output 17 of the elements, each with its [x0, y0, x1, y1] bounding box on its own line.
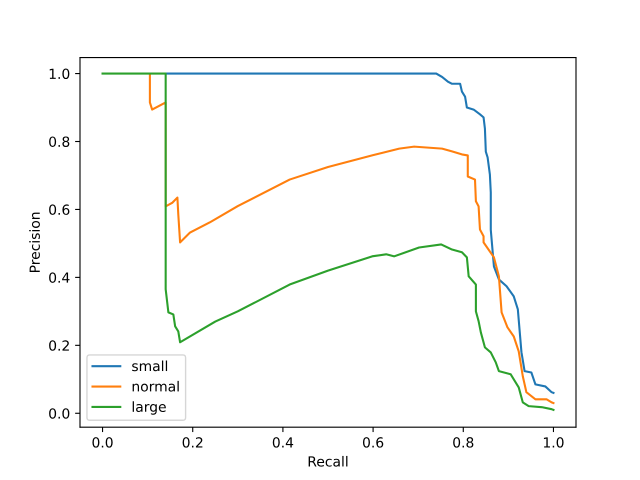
legend-label: small: [132, 360, 168, 372]
x-tick-label: 0.8: [453, 437, 474, 448]
x-tick-label: 1.0: [544, 437, 564, 448]
y-tick-label: 0.2: [49, 340, 69, 351]
y-tick-label: 1.0: [50, 68, 70, 80]
x-tick-label: 0.0: [92, 437, 113, 448]
legend-label: normal: [132, 380, 179, 392]
x-tick-label: 0.6: [362, 437, 384, 448]
y-tick-label: 0.8: [49, 136, 70, 147]
x-tick-label: 0.2: [182, 437, 202, 448]
legend-label: large: [132, 401, 166, 415]
y-tick-label: 0.6: [49, 204, 70, 215]
x-tick-label: 0.4: [272, 437, 294, 448]
y-axis-title: Precision: [29, 212, 40, 272]
x-axis-title: Recall: [308, 456, 348, 467]
y-tick-label: 0.4: [49, 272, 70, 283]
y-tick-label: 0.0: [49, 408, 70, 419]
